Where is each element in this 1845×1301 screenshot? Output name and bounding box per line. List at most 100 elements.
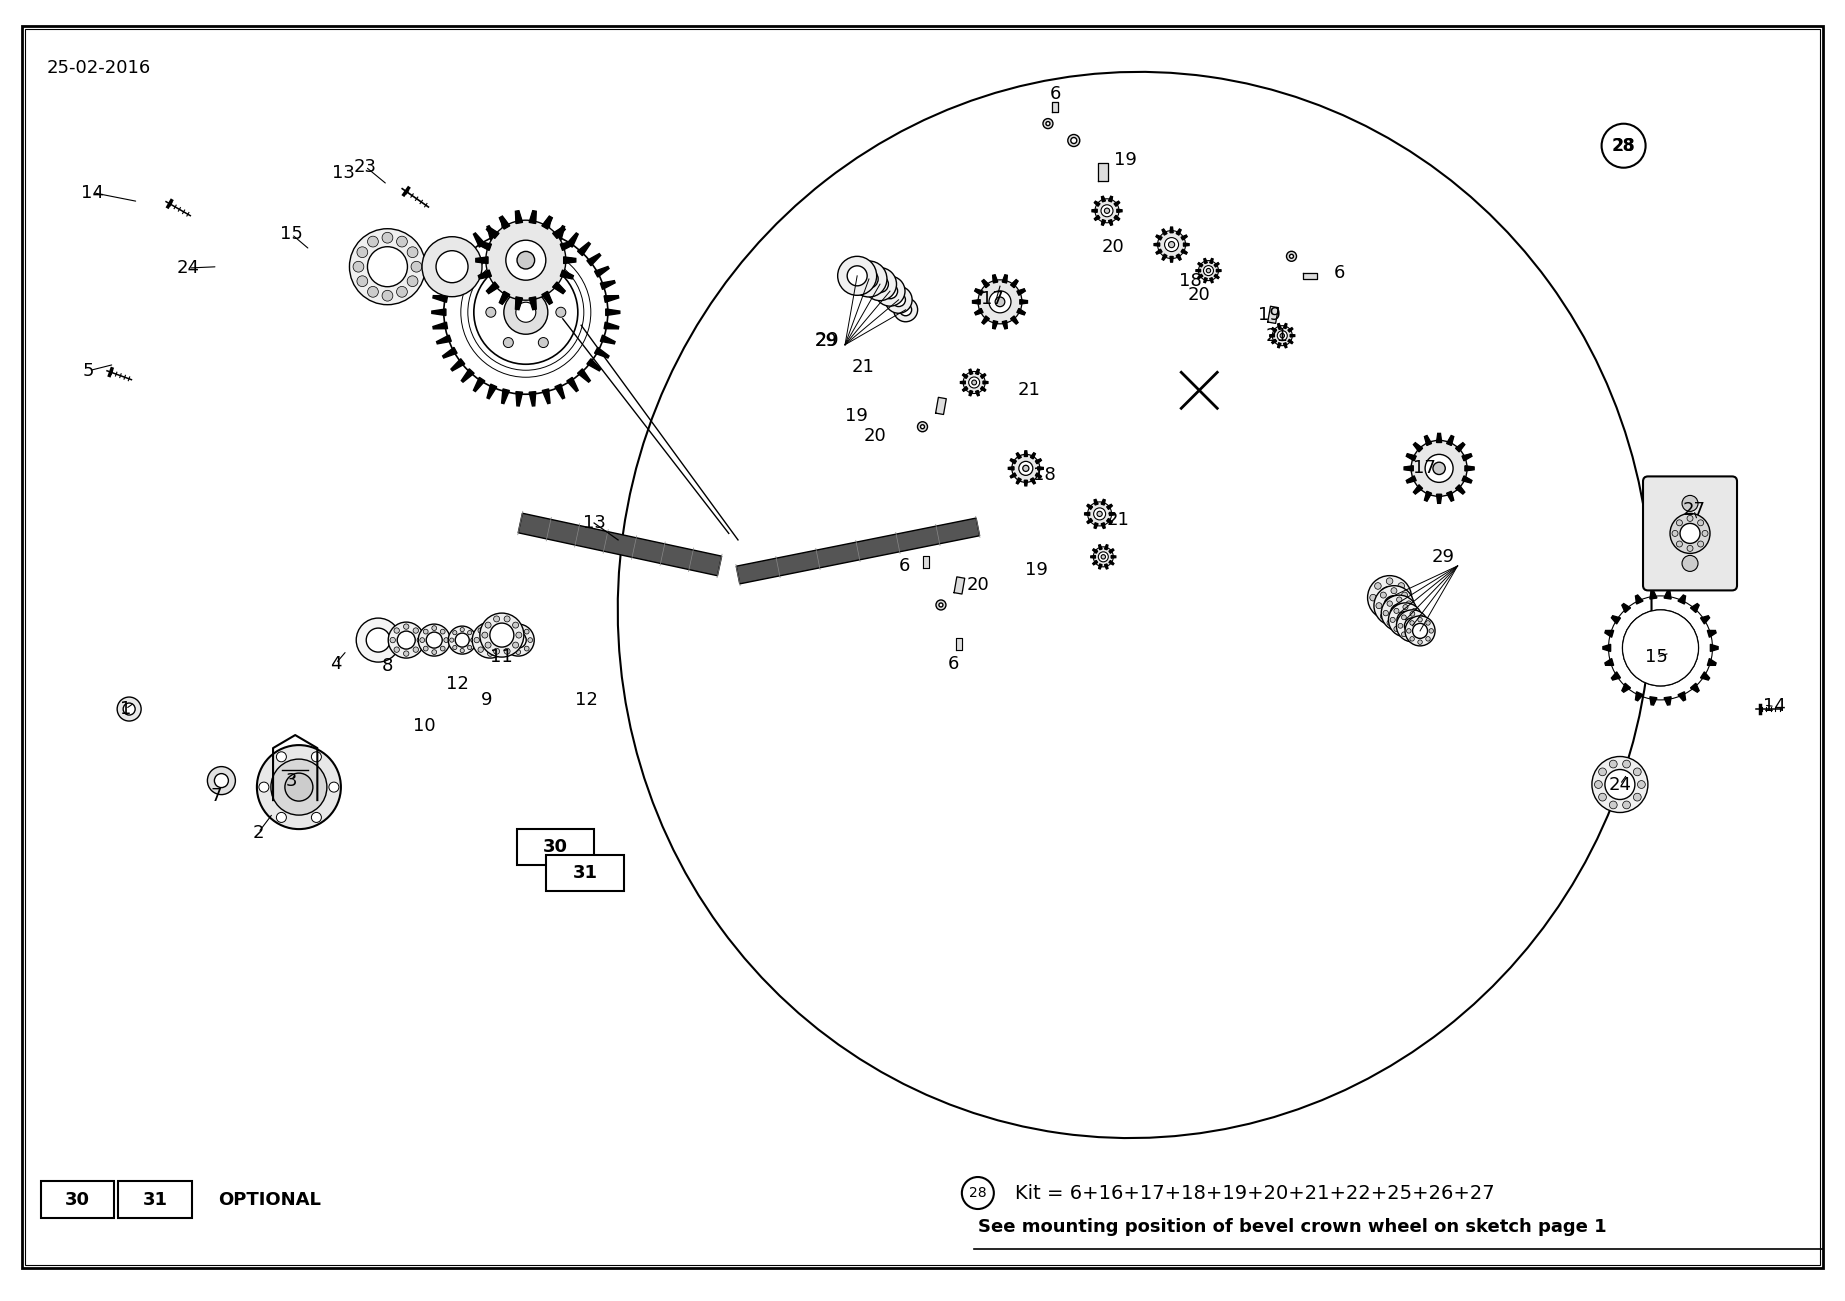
Circle shape	[423, 647, 428, 650]
Polygon shape	[502, 389, 509, 403]
Circle shape	[441, 647, 445, 650]
Circle shape	[485, 220, 566, 301]
Text: 29: 29	[1432, 548, 1454, 566]
Circle shape	[513, 643, 518, 648]
Circle shape	[1094, 546, 1113, 567]
Circle shape	[1410, 635, 1415, 640]
Text: OPTIONAL: OPTIONAL	[218, 1190, 321, 1209]
Circle shape	[963, 372, 985, 393]
Circle shape	[1384, 596, 1404, 615]
Circle shape	[423, 237, 482, 297]
Circle shape	[395, 647, 399, 652]
Circle shape	[1622, 801, 1631, 809]
Circle shape	[528, 637, 533, 643]
Polygon shape	[969, 369, 972, 375]
Polygon shape	[1424, 492, 1432, 501]
Circle shape	[1164, 238, 1179, 251]
Polygon shape	[605, 308, 620, 316]
Polygon shape	[1109, 220, 1113, 225]
Circle shape	[502, 624, 535, 656]
Text: 29: 29	[815, 332, 838, 350]
Text: 30: 30	[65, 1190, 90, 1209]
Circle shape	[1622, 760, 1631, 768]
Polygon shape	[587, 359, 601, 371]
Text: 29: 29	[814, 332, 839, 350]
Polygon shape	[1406, 454, 1417, 461]
Text: 15: 15	[1646, 648, 1668, 666]
Polygon shape	[1170, 228, 1173, 233]
Text: 14: 14	[1764, 697, 1786, 716]
Text: 27: 27	[1683, 501, 1705, 519]
Circle shape	[404, 650, 410, 656]
Circle shape	[277, 812, 286, 822]
Text: 19: 19	[1026, 561, 1048, 579]
Polygon shape	[1611, 615, 1620, 624]
Circle shape	[961, 1177, 994, 1209]
Circle shape	[969, 377, 980, 388]
Polygon shape	[1109, 561, 1114, 565]
Circle shape	[467, 645, 472, 649]
Circle shape	[1672, 531, 1677, 536]
Circle shape	[1399, 583, 1404, 589]
Polygon shape	[1020, 299, 1028, 304]
Polygon shape	[1303, 273, 1317, 278]
Polygon shape	[478, 242, 491, 250]
Text: 18: 18	[1033, 466, 1055, 484]
Circle shape	[1375, 606, 1382, 613]
Text: 7: 7	[210, 787, 221, 805]
Polygon shape	[1024, 480, 1028, 485]
Polygon shape	[1109, 513, 1114, 515]
Text: 31: 31	[572, 864, 598, 882]
Circle shape	[408, 276, 419, 286]
Polygon shape	[1090, 556, 1096, 558]
Polygon shape	[1701, 671, 1710, 680]
Polygon shape	[976, 390, 980, 396]
Circle shape	[494, 648, 500, 654]
Polygon shape	[1437, 494, 1441, 503]
Polygon shape	[1052, 101, 1059, 112]
Circle shape	[1397, 597, 1402, 602]
Circle shape	[1411, 440, 1467, 497]
Polygon shape	[1279, 342, 1280, 347]
Circle shape	[1382, 595, 1417, 631]
Circle shape	[838, 256, 876, 295]
Circle shape	[1417, 640, 1422, 644]
Polygon shape	[1413, 485, 1422, 494]
Polygon shape	[542, 291, 552, 304]
Text: 4: 4	[330, 654, 341, 673]
Polygon shape	[1114, 202, 1120, 207]
Text: 10: 10	[413, 717, 435, 735]
Text: 24: 24	[1609, 775, 1631, 794]
Circle shape	[258, 782, 269, 792]
Polygon shape	[502, 221, 509, 235]
Polygon shape	[1181, 250, 1186, 254]
Polygon shape	[1011, 316, 1018, 324]
Polygon shape	[434, 323, 448, 329]
Polygon shape	[600, 336, 614, 343]
Circle shape	[467, 631, 472, 635]
Polygon shape	[1413, 442, 1422, 451]
Polygon shape	[1105, 545, 1107, 550]
Polygon shape	[922, 556, 930, 569]
Circle shape	[1424, 454, 1454, 483]
Circle shape	[506, 241, 546, 280]
Polygon shape	[1197, 275, 1203, 278]
Polygon shape	[1162, 254, 1168, 260]
Circle shape	[124, 703, 135, 716]
Polygon shape	[1170, 256, 1173, 262]
Circle shape	[1404, 618, 1421, 634]
Polygon shape	[1437, 433, 1441, 442]
Text: 6: 6	[1334, 264, 1345, 282]
Circle shape	[474, 260, 577, 364]
Circle shape	[485, 307, 496, 317]
Circle shape	[1203, 265, 1214, 276]
Polygon shape	[969, 390, 972, 396]
Circle shape	[1594, 781, 1601, 788]
Text: 28: 28	[969, 1187, 987, 1200]
Circle shape	[504, 648, 509, 654]
Circle shape	[1375, 583, 1382, 589]
Circle shape	[367, 247, 408, 286]
Polygon shape	[1288, 328, 1293, 332]
Polygon shape	[1094, 202, 1100, 207]
Circle shape	[555, 307, 566, 317]
